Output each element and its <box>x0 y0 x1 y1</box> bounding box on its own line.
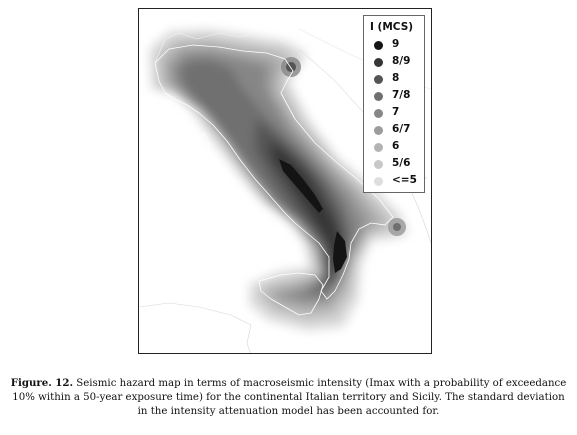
hazard-band-9-calabria <box>333 231 347 273</box>
legend-swatch <box>374 177 383 186</box>
legend-swatch <box>374 109 383 118</box>
legend-label: 9 <box>392 38 400 50</box>
legend-item-7-8: 7/8 <box>374 89 424 103</box>
legend-item-8: 8 <box>374 72 424 86</box>
caption-label: Figure. 12. <box>10 377 74 389</box>
legend-swatch <box>374 143 383 152</box>
legend-item-le5: <=5 <box>374 174 424 188</box>
legend-label: 7/8 <box>392 89 411 101</box>
hazard-spot-adriatic-core <box>393 223 401 231</box>
legend-item-7: 7 <box>374 106 424 120</box>
legend-label: 8 <box>392 72 400 84</box>
hazard-band-7-8 <box>181 61 353 295</box>
legend-label: 6/7 <box>392 123 411 135</box>
legend-label: <=5 <box>392 174 417 186</box>
italy-coastline <box>154 44 394 300</box>
legend-item-6: 6 <box>374 140 424 154</box>
hazard-spot-friuli-core <box>286 62 296 72</box>
legend-label: 6 <box>392 140 400 152</box>
northern-border <box>154 32 290 64</box>
figure-caption: Figure. 12. Seismic hazard map in terms … <box>8 376 569 419</box>
legend-label: 8/9 <box>392 55 411 67</box>
legend-item-9: 9 <box>374 38 424 52</box>
intensity-legend: I (MCS) 9 8/9 8 7/8 7 6/7 6 <box>363 15 425 193</box>
legend-item-8-9: 8/9 <box>374 55 424 69</box>
legend-item-5-6: 5/6 <box>374 157 424 171</box>
caption-text: Seismic hazard map in terms of macroseis… <box>12 378 567 417</box>
legend-swatch <box>374 75 383 84</box>
legend-swatch <box>374 160 383 169</box>
greece-coastline <box>410 190 431 244</box>
legend-swatch <box>374 126 383 135</box>
legend-swatch <box>374 58 383 67</box>
legend-item-6-7: 6/7 <box>374 123 424 137</box>
legend-swatch <box>374 41 383 50</box>
africa-coastline <box>139 302 252 353</box>
corsica-coastline <box>196 132 210 170</box>
legend-label: 7 <box>392 106 400 118</box>
sicily-coastline <box>258 272 324 316</box>
legend-swatch <box>374 92 383 101</box>
hazard-band-9-apennines <box>279 159 323 213</box>
sardinia-coastline <box>184 176 208 242</box>
legend-title: I (MCS) <box>370 21 414 33</box>
legend-label: 5/6 <box>392 157 411 169</box>
seismic-hazard-map: I (MCS) 9 8/9 8 7/8 7 6/7 6 <box>138 8 432 354</box>
